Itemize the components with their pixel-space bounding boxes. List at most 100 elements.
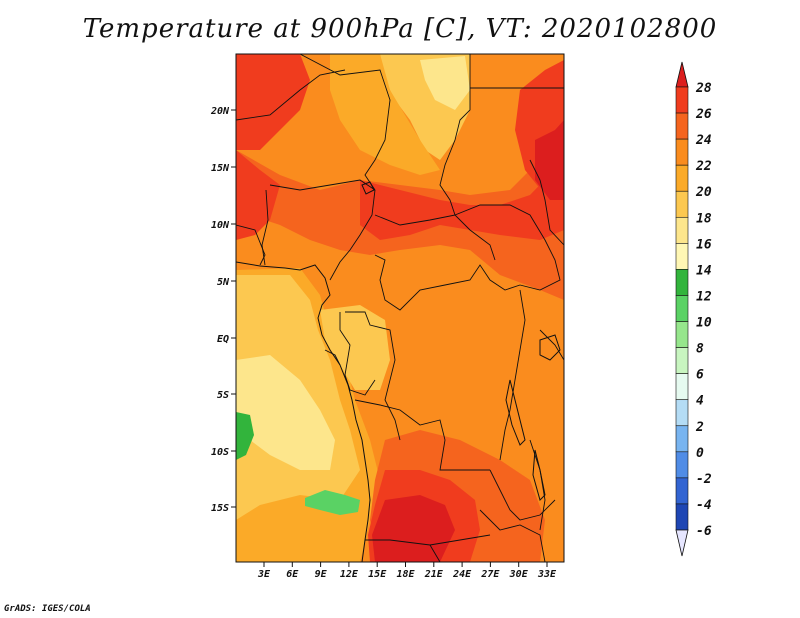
border-niger-nigeria: [269, 179, 376, 191]
temperature-field: [236, 54, 564, 562]
lon-tick-label: 9E: [315, 569, 328, 580]
colorbar-swatch: [675, 503, 689, 531]
lon-tick-label: 18E: [396, 569, 415, 580]
field-desert-paler: [420, 56, 470, 110]
colorbar-swatch: [675, 477, 689, 505]
colorbar-swatch: [675, 373, 689, 401]
colorbar-arrow-bottom: [675, 529, 689, 557]
field-nile-hottest: [535, 120, 564, 200]
colorbar-swatch: [675, 138, 689, 166]
lat-tick-label: 15N: [211, 163, 230, 174]
colorbar-label: 12: [696, 289, 712, 304]
border-congo: [339, 312, 376, 396]
colorbar-label: -4: [696, 498, 712, 513]
border-ethiopia: [529, 159, 564, 246]
colorbar-swatch: [675, 451, 689, 479]
colorbar-swatch: [675, 86, 689, 114]
field-west-africa-hot: [236, 150, 280, 240]
colorbar-swatch: [675, 190, 689, 218]
lon-tick-label: 33E: [537, 569, 557, 580]
lat-tick-label: 10N: [211, 220, 230, 231]
colorbar-swatch: [675, 295, 689, 322]
lat-tick-label: 15S: [211, 503, 229, 514]
border-zimbabwe: [479, 509, 546, 562]
border-angola-drc: [354, 399, 490, 471]
lon-tick-label: 15E: [368, 569, 387, 580]
lat-tick-label: EQ: [217, 334, 229, 345]
border-tanzania: [539, 329, 564, 361]
colorbar-arrow-top: [675, 61, 689, 88]
colorbar-label: 14: [696, 263, 712, 278]
border-chad-sudan: [439, 54, 471, 216]
border-benin: [261, 189, 269, 266]
colorbar-swatch: [675, 216, 689, 244]
colorbar-swatch: [675, 321, 689, 348]
colorbar-swatch: [675, 399, 689, 427]
colorbar-label: 10: [696, 316, 712, 331]
colorbar-label: 8: [696, 342, 704, 357]
border-east-lakes: [499, 289, 526, 461]
field-gabon-pale: [320, 305, 390, 390]
colorbar-swatch: [675, 269, 689, 296]
lon-tick-label: 30E: [509, 569, 529, 580]
border-nigeria-cameroon: [329, 189, 376, 281]
latitude-axis: 20N 15N 10N 5N EQ 5S 10S 15S: [210, 106, 236, 514]
colorbar-label: 26: [695, 107, 712, 122]
map-frame: [235, 53, 565, 563]
colorbar-label: 2: [695, 420, 704, 435]
field-sahel-hotter: [360, 160, 564, 240]
colorbar-label: -2: [696, 472, 712, 487]
lat-tick-label: 5S: [217, 390, 229, 401]
colorbar-label: -6: [696, 524, 712, 539]
grads-credit: GrADS: IGES/COLA: [4, 604, 91, 614]
lat-tick-label: 10S: [211, 447, 229, 458]
lake-malawi: [532, 449, 546, 501]
border-drc-west: [345, 311, 401, 441]
field-nw-hot: [236, 54, 310, 150]
colorbar-swatch: [675, 164, 689, 192]
lake-victoria: [539, 334, 561, 361]
colorbar-label: 24: [695, 133, 712, 148]
border-cameroon-car: [374, 254, 521, 311]
border-ghana-togo: [236, 224, 266, 266]
field-ocean-pale: [236, 355, 335, 470]
colorbar-label: 18: [696, 211, 712, 226]
country-borders: [236, 54, 564, 562]
colorbar-label: 22: [695, 159, 712, 174]
colorbar-label: 4: [696, 394, 704, 409]
lakes: [361, 181, 561, 501]
field-south-hottest: [372, 495, 455, 562]
lon-tick-label: 21E: [424, 569, 444, 580]
field-se-mid: [500, 420, 564, 562]
map-title: Temperature at 900hPa [C], VT: 202010280…: [82, 14, 718, 44]
coastline: [236, 261, 371, 562]
longitude-axis: 3E 6E 9E 12E 15E 18E 21E 24E 27E 30E 33E: [257, 562, 557, 580]
lat-tick-label: 20N: [210, 106, 230, 117]
border-botswana: [429, 544, 441, 562]
field-desert-mid: [330, 54, 440, 175]
colorbar-swatch: [675, 243, 689, 270]
lake-tanganyika: [505, 379, 526, 446]
lon-tick-label: 24E: [452, 569, 472, 580]
field-green-west: [236, 412, 254, 460]
colorbar-swatch: [675, 347, 689, 374]
colorbar-label: 0: [696, 446, 704, 461]
colorbar-swatch: [675, 425, 689, 453]
lon-tick-label: 27E: [480, 569, 500, 580]
colorbar-swatch: [675, 112, 689, 140]
colorbar-label: 16: [696, 237, 712, 252]
border-niger-chad: [299, 54, 391, 191]
border-south-sudan: [454, 204, 561, 291]
lon-tick-label: 12E: [340, 569, 359, 580]
colorbar-label: 6: [696, 368, 704, 383]
field-green-south: [305, 490, 360, 515]
colorbar-label: 28: [695, 81, 712, 96]
colorbar-label: 20: [695, 185, 712, 200]
border-mali-niger: [236, 69, 346, 121]
lon-tick-label: 6E: [286, 569, 299, 580]
lake-chad: [361, 181, 375, 195]
lon-tick-label: 3E: [257, 569, 271, 580]
lat-tick-label: 5N: [217, 277, 230, 288]
